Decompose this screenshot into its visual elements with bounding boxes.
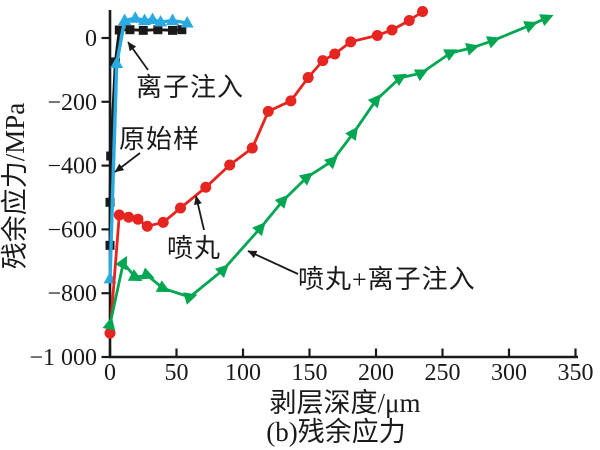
data-point-circle — [200, 181, 212, 193]
annotation-text-shot-peen-ion-label: 喷丸+离子注入 — [298, 265, 476, 294]
data-point-triangle-right — [465, 43, 480, 56]
data-point-triangle-right — [155, 280, 171, 293]
data-point-circle — [285, 95, 297, 107]
data-point-triangle-right — [102, 316, 116, 331]
data-point-circle — [403, 14, 415, 26]
annotation-text-shot-peen-label: 喷丸 — [167, 234, 221, 263]
x-axis-tick-label: 350 — [558, 360, 594, 386]
annotation-arrow-shot-peen-ion-label — [247, 250, 299, 275]
data-point-triangle-right — [298, 172, 314, 186]
data-point-triangle-up — [128, 11, 142, 23]
data-point-triangle-up — [166, 13, 180, 25]
annotation-arrow-ion-implant-label — [127, 41, 149, 71]
data-point-triangle-right — [345, 126, 359, 141]
data-point-circle — [417, 6, 429, 18]
annotation-shot-peen-label: 喷丸 — [167, 195, 221, 263]
annotation-arrow-original-label — [114, 152, 141, 173]
x-axis-tick-label: 150 — [292, 360, 328, 386]
annotation-text-original-label: 原始样 — [119, 125, 200, 154]
y-axis-tick-label: 0 — [85, 26, 97, 52]
x-axis-tick-label: 0 — [104, 360, 116, 386]
data-point-circle — [104, 327, 116, 339]
annotation-arrow-shot-peen-label — [194, 195, 205, 231]
data-point-square — [125, 25, 135, 35]
data-point-circle — [386, 24, 398, 36]
data-point-triangle-up — [146, 12, 160, 24]
annotation-text-ion-implant-label: 离子注入 — [136, 73, 244, 102]
x-axis-tick-label: 200 — [358, 360, 394, 386]
data-point-triangle-right — [392, 73, 407, 87]
data-point-circle — [141, 220, 153, 232]
data-point-triangle-right — [523, 21, 538, 34]
data-point-square — [138, 25, 148, 35]
series-shot-peen — [104, 6, 429, 339]
x-axis-tick-label: 50 — [165, 360, 189, 386]
data-point-triangle-right — [214, 264, 229, 279]
data-point-square — [114, 25, 124, 35]
data-point-triangle-right — [274, 194, 289, 209]
series-shot-peen-ion — [102, 14, 554, 331]
x-axis-title: 剥层深度/μm — [270, 388, 421, 418]
data-point-triangle-right — [539, 14, 554, 27]
data-point-circle — [302, 72, 314, 84]
annotation-ion-implant-label: 离子注入 — [127, 41, 244, 102]
data-point-triangle-up — [180, 16, 194, 28]
chart-caption: (b)残余应力 — [266, 417, 405, 447]
data-point-circle — [157, 216, 169, 228]
data-point-square — [106, 151, 116, 161]
data-point-triangle-right — [252, 222, 266, 237]
data-point-triangle-right — [486, 36, 501, 49]
y-axis-tick-label: −400 — [47, 154, 97, 180]
data-point-triangle-right — [367, 94, 382, 109]
data-point-circle — [123, 211, 135, 223]
data-point-triangle-right — [115, 255, 128, 271]
data-point-circle — [246, 142, 258, 154]
data-point-square — [177, 25, 187, 35]
data-point-circle — [224, 159, 236, 171]
y-axis-tick-label: −200 — [47, 90, 97, 116]
data-point-triangle-up — [118, 13, 132, 25]
data-point-triangle-right — [127, 269, 143, 281]
data-point-triangle-up — [110, 56, 124, 69]
data-point-triangle-right — [413, 69, 429, 82]
data-point-circle — [371, 29, 383, 41]
y-axis-tick-label: −1 000 — [29, 345, 97, 371]
data-point-circle — [345, 36, 357, 48]
data-point-square — [153, 25, 163, 35]
data-point-circle — [174, 202, 186, 214]
x-axis-tick-label: 250 — [425, 360, 461, 386]
data-point-square — [168, 25, 178, 35]
y-axis-tick-label: −600 — [47, 217, 97, 243]
data-point-triangle-right — [183, 292, 198, 305]
data-point-triangle-right — [324, 155, 338, 170]
y-axis-title: 残余应力/MPa — [0, 103, 30, 270]
x-axis-tick-label: 300 — [491, 360, 527, 386]
annotation-shot-peen-ion-label: 喷丸+离子注入 — [247, 250, 476, 294]
data-point-circle — [262, 105, 274, 117]
data-point-circle — [329, 48, 341, 60]
series-ion-implant — [103, 11, 194, 284]
annotation-original-label: 原始样 — [114, 125, 200, 173]
data-point-triangle-right — [140, 267, 155, 280]
x-axis-tick-label: 100 — [225, 360, 261, 386]
data-point-circle — [113, 209, 125, 221]
data-point-square — [105, 197, 115, 207]
data-point-triangle-right — [443, 49, 458, 62]
y-axis-tick-label: −800 — [47, 281, 97, 307]
data-point-triangle-up — [154, 15, 168, 27]
data-point-circle — [132, 213, 144, 225]
data-point-circle — [317, 55, 329, 67]
